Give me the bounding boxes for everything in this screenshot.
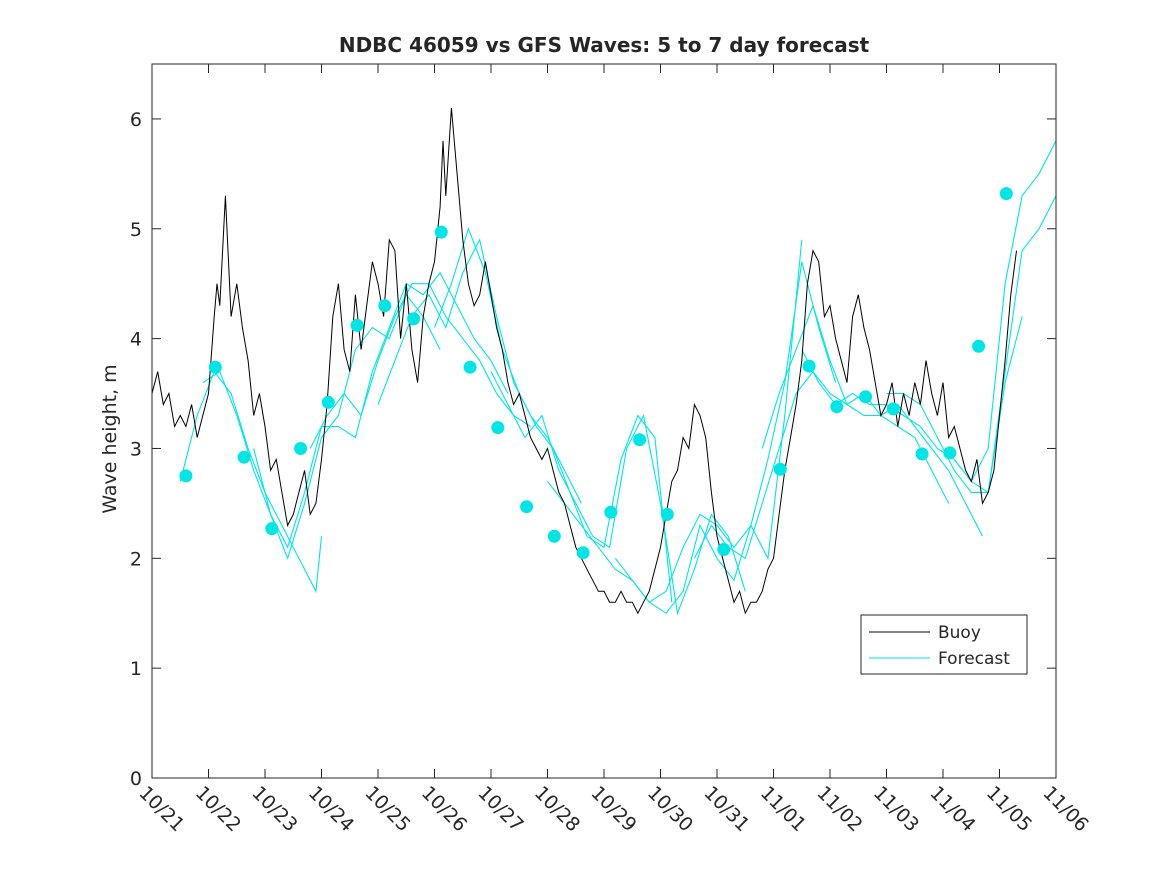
legend-forecast-label: Forecast [938, 649, 1010, 669]
forecast-marker [717, 543, 731, 556]
y-tick-label: 6 [130, 109, 142, 131]
y-tick-label: 5 [130, 219, 142, 241]
forecast-marker [830, 400, 844, 414]
forecast-marker [943, 446, 957, 460]
forecast-marker [520, 500, 534, 514]
forecast-marker [859, 390, 873, 404]
forecast-marker [660, 507, 674, 521]
chart-title: NDBC 46059 vs GFS Waves: 5 to 7 day fore… [339, 33, 870, 57]
forecast-marker [321, 395, 335, 409]
forecast-run-line [179, 370, 323, 594]
y-tick-label: 4 [130, 329, 142, 351]
forecast-marker [886, 402, 900, 416]
forecast-run-line [433, 227, 673, 603]
forecast-marker [378, 299, 392, 313]
forecast-run-line [309, 283, 531, 449]
y-axis-label: Wave height, m [99, 364, 121, 513]
forecast-marker [604, 505, 618, 519]
forecast-run-line [253, 271, 509, 549]
series-layer [151, 107, 1057, 616]
forecast-marker [802, 359, 816, 373]
legend-buoy-label: Buoy [938, 623, 981, 643]
forecast-run-line [886, 195, 1057, 493]
forecast-run-line [693, 370, 950, 560]
forecast-marker [633, 433, 647, 447]
forecast-run-line [801, 140, 1057, 483]
y-tick-label: 0 [130, 768, 142, 790]
forecast-marker [463, 360, 477, 374]
forecast-marker [972, 339, 986, 353]
forecast-marker [407, 312, 421, 326]
legend-box [860, 614, 1028, 675]
forecast-marker [915, 447, 929, 461]
y-tick-label: 1 [130, 658, 142, 680]
y-tick-label: 2 [130, 548, 142, 570]
forecast-marker [576, 546, 590, 560]
forecast-marker [179, 469, 193, 483]
forecast-run-line [202, 293, 441, 560]
forecast-marker [491, 421, 505, 435]
forecast-marker [237, 450, 251, 464]
forecast-marker [999, 187, 1013, 201]
forecast-marker [350, 318, 364, 332]
forecast-marker [434, 225, 448, 239]
legend: Buoy Forecast [860, 614, 1028, 675]
forecast-run-line [547, 239, 803, 603]
forecast-marker [773, 462, 787, 476]
forecast-marker [294, 442, 308, 455]
forecast-marker [265, 522, 279, 536]
forecast-marker [208, 360, 222, 374]
y-tick-label: 3 [130, 438, 142, 460]
forecast-marker [547, 529, 561, 543]
